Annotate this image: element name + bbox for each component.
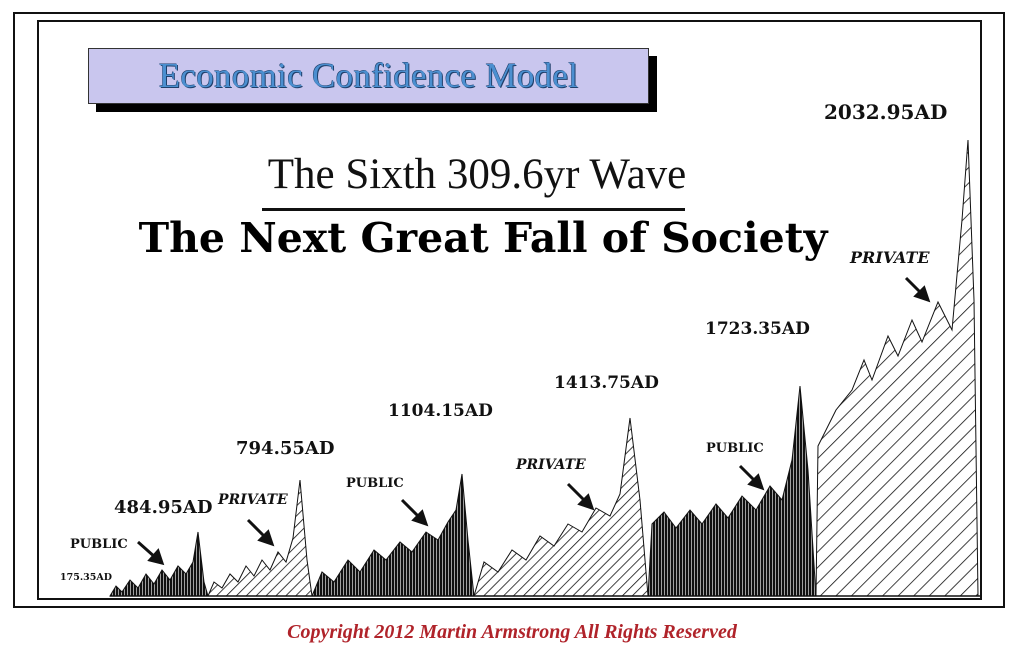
wave-title-underline bbox=[262, 208, 685, 211]
peak-label-484: 484.95AD bbox=[114, 497, 212, 518]
wave-label-public-3: PUBLIC bbox=[346, 476, 404, 491]
wave-3-public bbox=[311, 473, 475, 597]
peak-label-1413: 1413.75AD bbox=[554, 373, 659, 393]
wave-label-public-1: PUBLIC bbox=[70, 537, 128, 552]
arrow-private-2 bbox=[246, 518, 275, 547]
wave-6-private bbox=[815, 139, 979, 597]
peak-label-1723: 1723.35AD bbox=[705, 319, 810, 339]
subtitle: The Next Great Fall of Society bbox=[138, 214, 828, 262]
wave-4-private bbox=[473, 417, 649, 597]
peak-label-2032: 2032.95AD bbox=[824, 100, 947, 124]
arrow-public-5 bbox=[738, 464, 765, 491]
arrow-private-6 bbox=[904, 276, 931, 303]
peak-label-794: 794.55AD bbox=[236, 438, 334, 459]
wave-5-public bbox=[647, 385, 817, 597]
wave-label-private-6: PRIVATE bbox=[849, 248, 930, 267]
wave-label-public-5: PUBLIC bbox=[706, 441, 764, 456]
wave-label-private-4: PRIVATE bbox=[515, 457, 586, 473]
peak-label-1104: 1104.15AD bbox=[388, 401, 493, 421]
arrow-public-3 bbox=[400, 498, 429, 527]
wave-2-private bbox=[207, 479, 313, 597]
copyright-notice: Copyright 2012 Martin Armstrong All Righ… bbox=[287, 621, 737, 643]
model-title: Economic Confidence Model bbox=[158, 56, 579, 95]
outer-frame bbox=[13, 12, 1005, 608]
title-box: Economic Confidence Model bbox=[88, 48, 649, 104]
arrow-private-4 bbox=[566, 482, 595, 511]
wave-1-public bbox=[109, 531, 209, 597]
peak-label-175: 175.35AD bbox=[60, 572, 112, 583]
arrow-public-1 bbox=[137, 540, 165, 566]
wave-label-private-2: PRIVATE bbox=[217, 492, 288, 508]
wave-title: The Sixth 309.6yr Wave bbox=[267, 151, 687, 198]
